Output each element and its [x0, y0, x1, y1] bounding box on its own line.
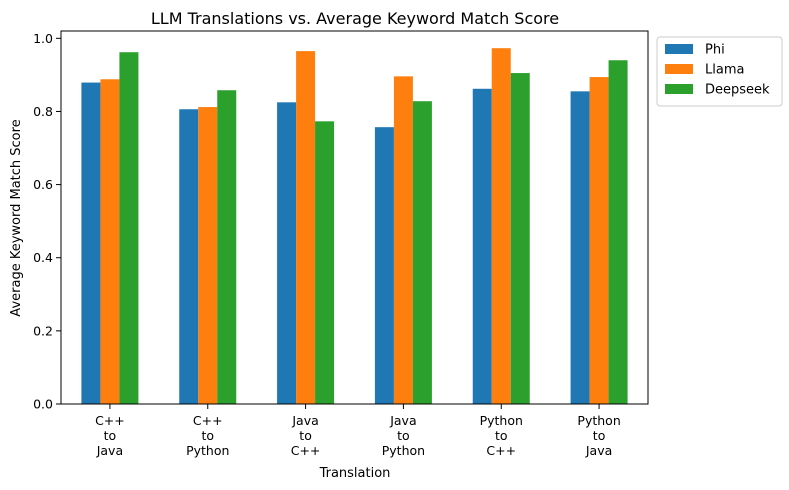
- legend-label-phi: Phi: [705, 43, 725, 58]
- x-tick-label: to: [201, 428, 214, 443]
- x-tick-label: Java: [96, 443, 123, 458]
- chart-title: LLM Translations vs. Average Keyword Mat…: [151, 9, 559, 28]
- x-axis-label: Translation: [319, 466, 391, 481]
- y-tick-label: 0.4: [33, 250, 53, 265]
- x-axis: C++toJavaC++toPythonJavatoC++JavatoPytho…: [95, 404, 621, 458]
- y-tick-label: 0.6: [33, 177, 53, 192]
- bar-deepseek-2: [315, 121, 335, 404]
- bar-phi-1: [179, 109, 199, 404]
- plot-area: [60, 30, 649, 405]
- bar-deepseek-4: [510, 73, 530, 404]
- x-tick-label: Python: [186, 443, 229, 458]
- bar-phi-2: [277, 102, 297, 404]
- x-tick-label: C++: [291, 443, 321, 458]
- legend-swatch-deepseek: [665, 84, 693, 94]
- bar-phi-3: [374, 127, 394, 405]
- y-tick-label: 0.8: [33, 104, 53, 119]
- legend-label-llama: Llama: [705, 63, 744, 78]
- x-tick-label: Java: [291, 413, 318, 428]
- bar-deepseek-5: [608, 60, 628, 404]
- bar-phi-0: [81, 82, 101, 404]
- x-tick-label: Python: [577, 413, 620, 428]
- bar-phi-4: [472, 88, 492, 404]
- legend: Phi Llama Deepseek: [656, 36, 783, 107]
- bar-llama-3: [393, 76, 413, 405]
- x-tick-label: C++: [193, 413, 223, 428]
- bar-deepseek-0: [119, 52, 139, 404]
- y-axis: 0.0 0.2 0.4 0.6 0.8 1.0: [33, 31, 61, 412]
- bars-group: [81, 48, 628, 405]
- bar-llama-4: [491, 48, 511, 404]
- bar-llama-1: [198, 107, 218, 404]
- y-tick-label: 1.0: [33, 31, 53, 46]
- bar-llama-2: [296, 51, 316, 405]
- x-tick-label: Python: [382, 443, 425, 458]
- x-tick-label: to: [397, 428, 410, 443]
- y-axis-label: Average Keyword Match Score: [9, 119, 24, 316]
- legend-swatch-llama: [665, 64, 693, 74]
- x-tick-label: to: [495, 428, 508, 443]
- x-tick-label: Python: [480, 413, 523, 428]
- x-tick-label: Java: [585, 443, 612, 458]
- y-tick-label: 0.2: [33, 323, 53, 338]
- bar-deepseek-1: [217, 90, 237, 404]
- x-tick-label: C++: [486, 443, 516, 458]
- bar-phi-5: [570, 91, 590, 405]
- x-tick-label: Java: [389, 413, 416, 428]
- legend-label-deepseek: Deepseek: [705, 83, 770, 98]
- x-tick-label: C++: [95, 413, 125, 428]
- x-tick-label: to: [593, 428, 606, 443]
- bar-llama-5: [589, 77, 609, 404]
- bar-deepseek-3: [412, 101, 432, 404]
- x-tick-label: to: [299, 428, 312, 443]
- legend-swatch-phi: [665, 44, 693, 54]
- bar-llama-0: [100, 79, 120, 404]
- y-tick-label: 0.0: [33, 397, 53, 412]
- x-tick-label: to: [104, 428, 117, 443]
